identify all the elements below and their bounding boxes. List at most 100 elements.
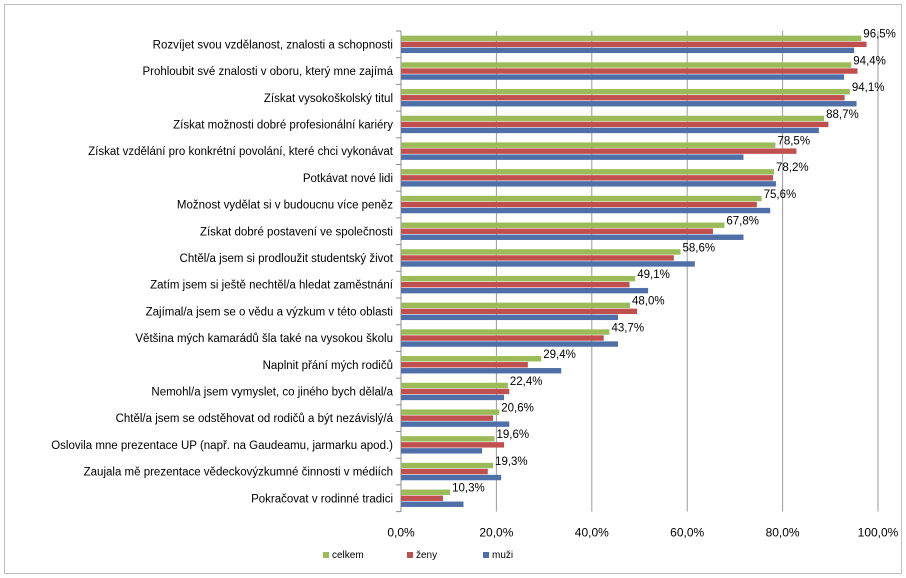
bar-muži [401, 287, 649, 294]
bar-ženy [401, 308, 638, 315]
bar-celkem [401, 409, 500, 415]
legend-swatch-celkem [323, 552, 329, 558]
category-label: Potkávat nové lidi [303, 173, 393, 185]
bar-celkem [401, 222, 725, 228]
bar-ženy [401, 442, 505, 448]
bar-muži [401, 341, 619, 347]
bar-ženy [401, 175, 774, 181]
bar-celkem [401, 302, 630, 309]
bar-ženy [401, 415, 494, 421]
category-label: Prohloubit své znalosti v oboru, který m… [142, 66, 393, 78]
legend: celkem ženy muži [323, 550, 513, 561]
bar-celkem [401, 489, 451, 495]
data-label: 78,5% [777, 135, 810, 147]
bar-celkem [401, 195, 762, 202]
data-label: 75,6% [764, 189, 797, 201]
x-tick-label: 80,0% [766, 526, 800, 540]
bar-muži [401, 421, 510, 427]
bar-muži [401, 181, 776, 187]
data-label: 19,3% [495, 456, 528, 468]
data-label: 78,2% [776, 162, 809, 174]
bar-celkem [401, 249, 681, 255]
bar-muži [401, 501, 464, 507]
bar-muži [401, 261, 695, 267]
bar-muži [401, 234, 744, 240]
data-label: 10,3% [452, 483, 485, 495]
gridlines [396, 30, 879, 513]
bar-celkem [401, 89, 850, 95]
x-tick-label: 60,0% [670, 526, 704, 540]
data-label: 49,1% [637, 269, 670, 281]
data-label: 88,7% [826, 109, 859, 121]
bars [401, 35, 867, 507]
bar-ženy [401, 362, 528, 368]
bar-muži [401, 127, 819, 134]
bar-celkem [401, 115, 825, 122]
bar-ženy [401, 281, 630, 288]
legend-label-muži: muži [492, 550, 513, 561]
x-tick-label: 20,0% [479, 526, 513, 540]
category-label: Zajímal/a jsem se o vědu a výzkum v této… [146, 306, 393, 318]
bar-ženy [401, 148, 797, 154]
category-label: Zatím jsem si ještě nechtěl/a hledat zam… [150, 280, 394, 292]
category-label: Získat vzdělání pro konkrétní povolání, … [88, 146, 394, 158]
bar-celkem [401, 462, 494, 469]
bar-muži [401, 207, 771, 214]
data-label: 20,6% [501, 402, 534, 414]
data-label: 94,4% [853, 55, 886, 67]
data-label: 43,7% [611, 322, 644, 334]
bar-ženy [401, 335, 604, 341]
bar-celkem [401, 382, 508, 389]
category-label: Získat možnosti dobré profesionální kari… [173, 119, 393, 131]
category-label: Získat vysokoškolský titul [264, 93, 393, 105]
category-label: Rozvíjet svou vzdělanost, znalosti a sch… [153, 39, 393, 51]
horizontal-bar-chart: Rozvíjet svou vzdělanost, znalosti a sch… [51, 29, 898, 561]
bar-muži [401, 394, 505, 401]
chart-container: Rozvíjet svou vzdělanost, znalosti a sch… [4, 4, 902, 574]
x-axis-ticks: 0,0% 20,0% 40,0% 60,0% 80,0% 100,0% [387, 526, 898, 540]
legend-label-celkem: celkem [332, 550, 364, 561]
bar-celkem [401, 35, 862, 42]
bar-ženy [401, 95, 845, 101]
legend-swatch-muži [483, 552, 489, 558]
x-tick-label: 0,0% [387, 526, 415, 540]
bar-celkem [401, 436, 495, 442]
bar-ženy [401, 121, 829, 128]
bar-ženy [401, 68, 858, 74]
bar-muži [401, 101, 857, 107]
bar-ženy [401, 388, 510, 395]
bar-muži [401, 74, 845, 80]
bar-muži [401, 368, 562, 374]
category-label: Možnost vydělat si v budoucnu více peněz [177, 200, 393, 212]
bar-celkem [401, 169, 775, 175]
category-label: Většina mých kamarádů šla také na vysoko… [135, 333, 393, 345]
bar-ženy [401, 228, 713, 234]
legend-swatch-ženy [407, 552, 413, 558]
bar-muži [401, 314, 619, 321]
bar-muži [401, 154, 744, 160]
category-label: Nemohl/a jsem vymyslet, co jiného bych d… [151, 386, 393, 398]
bar-muži [401, 474, 502, 481]
category-labels: Rozvíjet svou vzdělanost, znalosti a sch… [51, 39, 394, 505]
category-label: Chtěl/a jsem se odstěhovat od rodičů a b… [116, 413, 394, 425]
data-label: 22,4% [510, 376, 543, 388]
x-tick-label: 100,0% [858, 526, 899, 540]
x-tick-label: 40,0% [575, 526, 609, 540]
bar-muži [401, 448, 483, 454]
bar-ženy [401, 495, 443, 501]
bar-ženy [401, 468, 488, 475]
category-label: Naplnit přání mých rodičů [263, 360, 393, 372]
category-label: Oslovila mne prezentace UP (např. na Gau… [51, 440, 393, 452]
bar-ženy [401, 255, 674, 261]
bar-celkem [401, 142, 776, 148]
bar-celkem [401, 356, 542, 362]
data-label: 94,1% [852, 82, 885, 94]
data-labels: 96,5% 94,4% 94,1% 88,7% 78,5% 78,2% 75,6% 67,8%… [452, 29, 896, 495]
bar-ženy [401, 41, 867, 48]
category-label: Zaujala mě prezentace vědeckovýzkumné či… [84, 467, 393, 479]
legend-label-ženy: ženy [416, 550, 437, 561]
bar-muži [401, 47, 855, 54]
bar-celkem [401, 329, 610, 335]
bar-celkem [401, 62, 852, 68]
category-label: Chtěl/a jsem si prodloužit studentský ži… [180, 253, 394, 265]
